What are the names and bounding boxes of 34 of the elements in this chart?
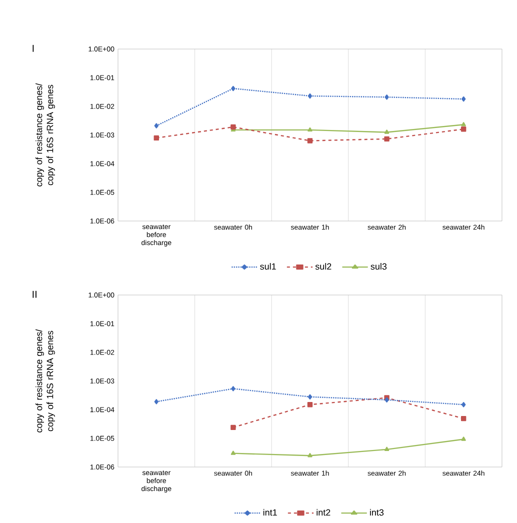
legend-label: int2 [316,509,330,516]
point [460,416,466,422]
legend-label: sul2 [315,263,332,270]
point [154,123,158,128]
point [384,130,390,134]
point [154,399,158,404]
point [461,402,466,408]
point [230,424,236,430]
text: II [32,290,36,298]
point [461,122,466,126]
point [460,126,466,132]
legend-label: sul1 [260,263,276,270]
y-axis-title: copy of resistance genes/ copy of 16S rRNA genes [36,329,55,432]
point [308,394,312,400]
point [384,446,390,452]
point [230,450,236,455]
y-axis-title: copy of resistance genes/ copy of 16S rRNA genes [36,83,55,186]
point [461,436,466,441]
point [384,136,390,142]
legend-label: int3 [370,509,384,516]
point [307,402,313,408]
legend-label: sul3 [370,263,387,270]
point [308,452,312,458]
point [308,93,312,99]
legend-label: int1 [263,509,277,516]
point [231,86,236,92]
point [231,386,236,392]
text: I [32,44,34,52]
point [308,127,312,132]
point [307,138,313,144]
point [384,94,389,100]
point [461,96,466,102]
point [154,135,159,141]
point [230,124,236,130]
